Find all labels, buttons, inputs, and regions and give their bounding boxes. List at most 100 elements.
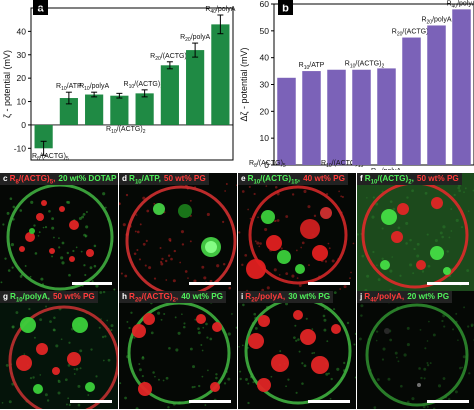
y-tick-label: 10 [260, 133, 270, 143]
y-tick-label: 50 [260, 26, 270, 36]
speckle [175, 348, 179, 352]
bar-label: R20/(ACTG)2 [392, 29, 432, 38]
speckle [426, 405, 429, 408]
speckle [231, 313, 233, 315]
speckle [160, 260, 163, 264]
y-axis-label: ζ - potential (mV) [2, 50, 12, 118]
speckle [163, 313, 166, 316]
speckle [39, 374, 42, 376]
speckle [382, 347, 386, 351]
scale-bar [189, 282, 231, 285]
speckle [189, 199, 192, 202]
condition-label: 40 wt% PG [303, 174, 345, 183]
speckle [252, 381, 255, 384]
micrograph-image [0, 173, 118, 291]
speckle [61, 261, 65, 265]
speckle [466, 269, 470, 272]
speckle [350, 271, 352, 274]
speckle [405, 242, 408, 245]
speckle [44, 393, 48, 397]
speckle [106, 319, 109, 322]
speckle [406, 196, 409, 199]
panel-letter: h [122, 292, 128, 301]
bar-label: R8/(ACTG)5 [32, 153, 69, 162]
speckle [457, 186, 461, 190]
speckle [293, 336, 296, 340]
droplet [381, 209, 397, 225]
panel-letter: g [3, 292, 9, 301]
complex-partner: /polyA [257, 292, 283, 301]
micrograph-background [238, 291, 356, 409]
speckle [327, 372, 330, 375]
droplet [431, 197, 443, 209]
speckle [372, 196, 375, 199]
micrograph-label: d R10/ATP, 50 wt% PG [119, 173, 209, 186]
speckle [78, 216, 82, 221]
complex-partner: /(ACTG) [260, 174, 292, 183]
speckle [426, 233, 429, 236]
speckle [113, 288, 116, 291]
droplet [380, 260, 390, 270]
speckle [53, 236, 55, 239]
speckle [55, 344, 59, 348]
speckle [168, 346, 171, 350]
complex-symbol: R [247, 174, 254, 183]
vesicle-membrane [127, 301, 231, 405]
speckle [11, 266, 14, 269]
droplet [210, 382, 220, 392]
droplet [257, 378, 271, 392]
partner-length: 5 [49, 179, 54, 186]
bar [402, 37, 421, 165]
speckle [93, 244, 97, 248]
speckle [253, 312, 257, 316]
speckle [409, 263, 413, 267]
y-tick-label: 40 [260, 53, 270, 63]
speckle [273, 268, 277, 272]
scale-bar [308, 282, 350, 285]
speckle [85, 211, 88, 214]
speckle [29, 376, 33, 380]
speckle [83, 264, 86, 267]
separator: , [282, 292, 286, 301]
droplet [196, 314, 206, 324]
bar-label: R10/ATP [299, 62, 325, 71]
speckle [244, 253, 248, 257]
speckle [323, 328, 327, 332]
bar [452, 9, 471, 165]
micrograph-e: e R10/(ACTG)15, 40 wt% PG [238, 173, 356, 291]
speckle [364, 288, 368, 291]
speckle [87, 394, 90, 396]
speckle [215, 376, 218, 380]
speckle [311, 352, 314, 355]
droplet [16, 355, 32, 371]
speckle [285, 272, 289, 276]
speckle [307, 205, 311, 209]
y-tick-label: 30 [260, 80, 270, 90]
speckle [330, 377, 333, 381]
speckle [177, 331, 181, 335]
speckle [58, 237, 60, 239]
droplet [258, 315, 270, 327]
speckle [216, 264, 220, 268]
speckle [361, 254, 365, 258]
bar [186, 50, 205, 125]
droplet [311, 356, 329, 374]
speckle [134, 230, 137, 233]
droplet [36, 213, 44, 221]
speckle [303, 364, 307, 368]
droplet [69, 256, 75, 262]
separator: , [175, 292, 179, 301]
droplet [36, 343, 48, 355]
speckle [462, 355, 466, 359]
separator: , [401, 292, 405, 301]
speckle [305, 317, 308, 320]
speckle [450, 230, 453, 232]
speckle [259, 242, 262, 245]
condition-label: 50 wt% PG [52, 292, 95, 301]
micrograph-label: c R8/(ACTG)5, 20 wt% DOTAP [0, 173, 118, 186]
speckle [394, 351, 398, 355]
speckle [397, 360, 400, 363]
speckle [352, 242, 355, 245]
speckle [453, 193, 456, 197]
